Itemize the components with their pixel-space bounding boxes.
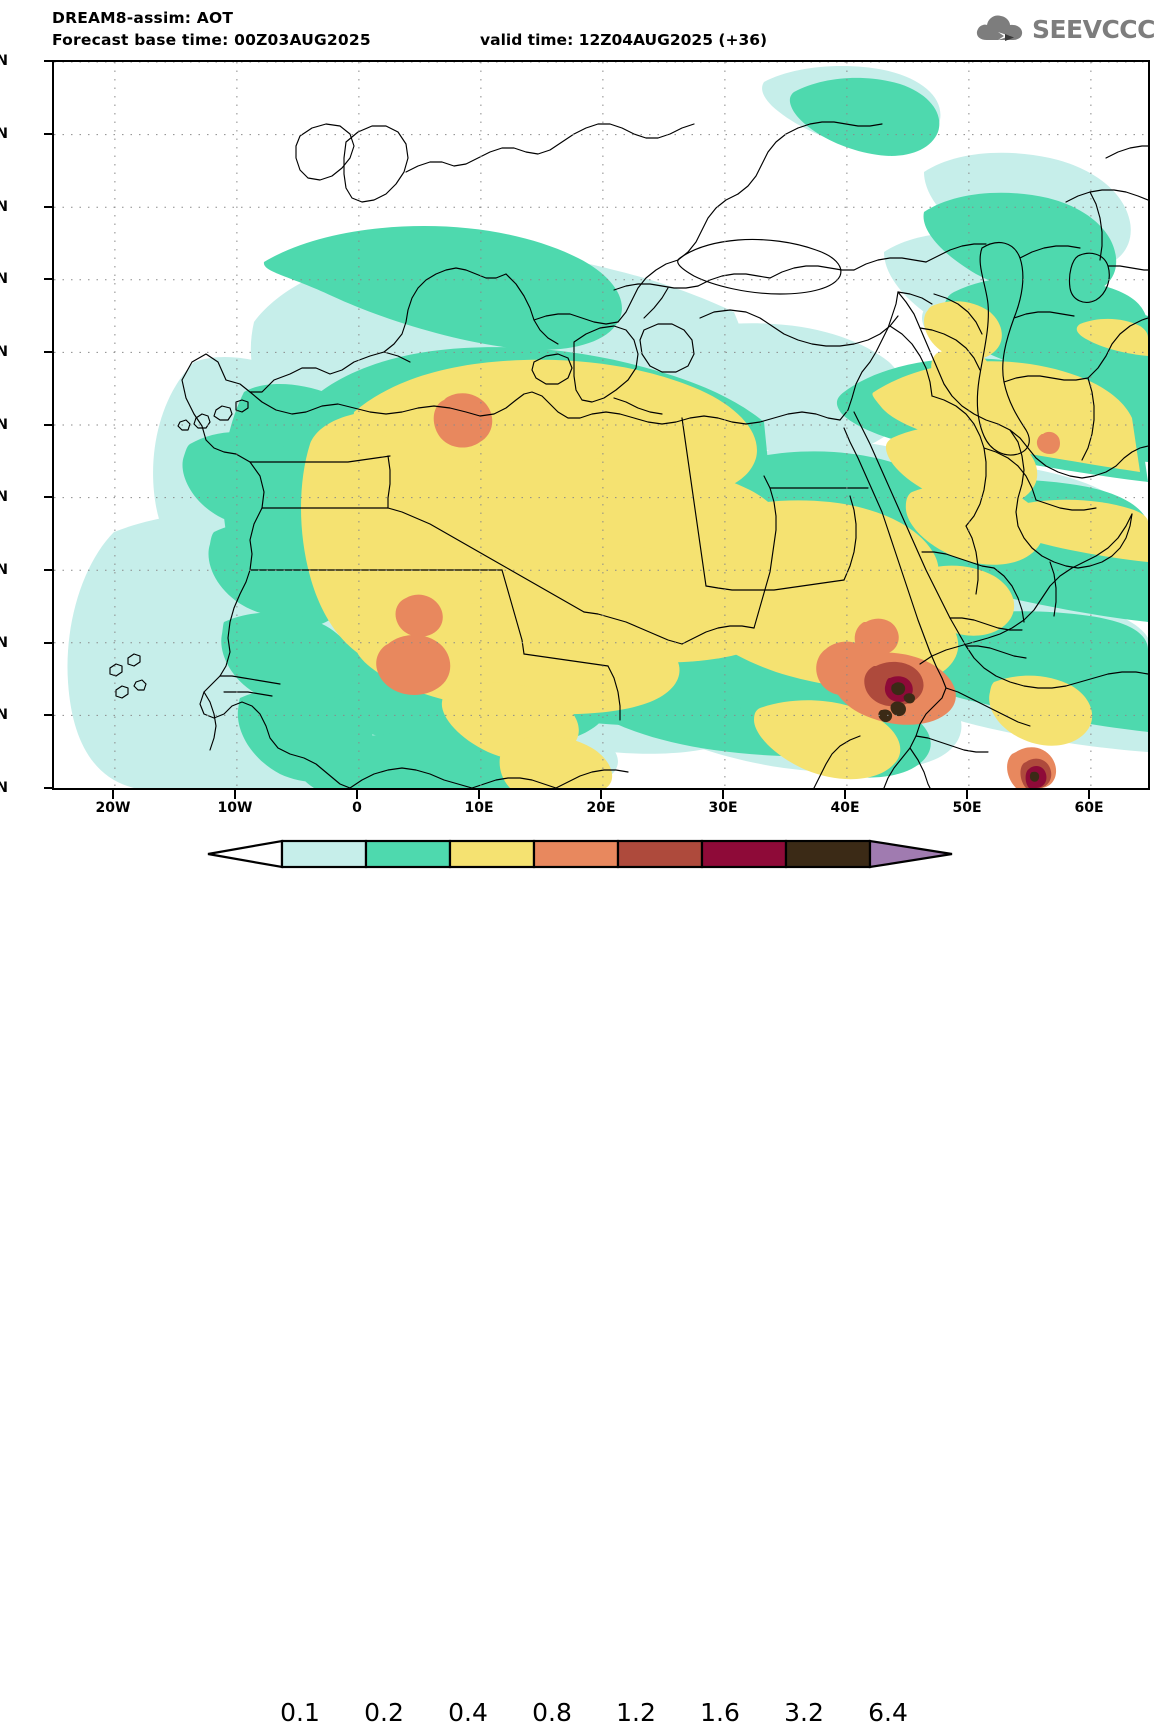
lat-label-45n: 45N <box>0 199 8 215</box>
lat-label-25n: 25N <box>0 489 8 505</box>
colorbar-label-3: 0.8 <box>532 1698 572 1727</box>
lat-tick-55n <box>44 60 53 62</box>
lat-tick-30n <box>44 424 53 426</box>
lat-tick-20n <box>44 569 53 571</box>
lat-label-35n: 35N <box>0 344 8 360</box>
seevccc-logo: SEEVCCC <box>974 12 1156 46</box>
lon-label-10e: 10E <box>464 800 494 816</box>
lon-label-20e: 20E <box>586 800 616 816</box>
lat-tick-50n <box>44 133 53 135</box>
colorbar-label-0: 0.1 <box>280 1698 320 1727</box>
lon-label-40e: 40E <box>830 800 860 816</box>
colorbar-label-7: 6.4 <box>868 1698 908 1727</box>
lon-label-20w: 20W <box>95 800 131 816</box>
lon-tick-30e <box>722 790 724 799</box>
lat-label-50n: 50N <box>0 126 8 142</box>
lon-tick-20e <box>600 790 602 799</box>
lon-label-10w: 10W <box>217 800 253 816</box>
colorbar-svg <box>207 839 953 869</box>
map-gridlines <box>54 62 1148 788</box>
lat-label-30n: 30N <box>0 417 8 433</box>
lat-label-20n: 20N <box>0 562 8 578</box>
lon-tick-20w <box>112 790 114 799</box>
colorbar-label-5: 1.6 <box>700 1698 740 1727</box>
lat-label-55n: 55N <box>0 53 8 69</box>
lat-label-15n: 15N <box>0 635 8 651</box>
lat-label-5n: 5N <box>0 780 8 796</box>
lat-label-10n: 10N <box>0 707 8 723</box>
lon-tick-10w <box>234 790 236 799</box>
model-title: DREAM8-assim: AOT <box>52 9 234 27</box>
lat-tick-15n <box>44 642 53 644</box>
lon-tick-0 <box>356 790 358 799</box>
lat-tick-35n <box>44 351 53 353</box>
lon-tick-10e <box>478 790 480 799</box>
lon-tick-50e <box>966 790 968 799</box>
lat-tick-10n <box>44 714 53 716</box>
colorbar-label-6: 3.2 <box>784 1698 824 1727</box>
lon-tick-40e <box>844 790 846 799</box>
colorbar-label-4: 1.2 <box>616 1698 656 1727</box>
lon-label-50e: 50E <box>952 800 982 816</box>
forecast-map-page: DREAM8-assim: AOT Forecast base time: 00… <box>0 9 1165 1727</box>
base-time-label: Forecast base time: 00Z03AUG2025 <box>52 31 371 49</box>
map-plot-area[interactable] <box>52 60 1150 790</box>
lat-tick-45n <box>44 206 53 208</box>
lat-tick-25n <box>44 496 53 498</box>
lon-label-0: 0 <box>352 800 362 816</box>
lon-label-30e: 30E <box>708 800 738 816</box>
aot-shading <box>67 66 1148 788</box>
coastlines-and-borders <box>109 121 1148 788</box>
colorbar-label-1: 0.2 <box>364 1698 404 1727</box>
lon-tick-60e <box>1088 790 1090 799</box>
lat-label-40n: 40N <box>0 271 8 287</box>
lat-tick-40n <box>44 278 53 280</box>
colorbar[interactable]: 0.1 0.2 0.4 0.8 1.2 1.6 3.2 6.4 <box>0 836 1165 1727</box>
cloud-icon <box>976 15 1023 41</box>
colorbar-label-2: 0.4 <box>448 1698 488 1727</box>
map-svg <box>54 62 1148 788</box>
valid-time-label: valid time: 12Z04AUG2025 (+36) <box>480 31 768 49</box>
logo-text: SEEVCCC <box>1031 14 1156 44</box>
lon-label-60e: 60E <box>1074 800 1104 816</box>
lat-tick-5n <box>44 787 53 789</box>
